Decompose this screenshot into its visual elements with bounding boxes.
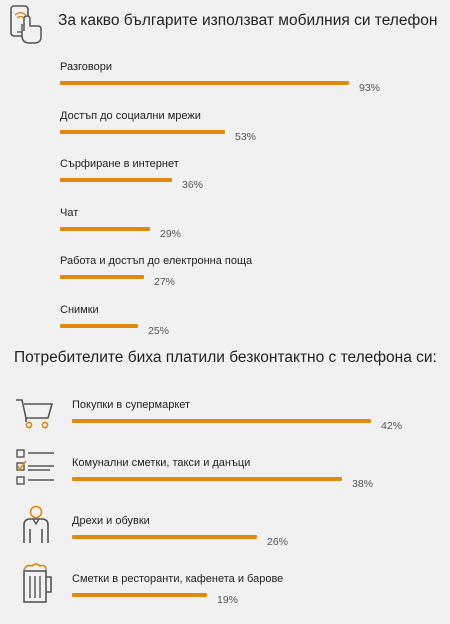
beer-mug-icon bbox=[20, 562, 54, 604]
value-label: 38% bbox=[352, 478, 374, 490]
clothing-icon bbox=[18, 505, 54, 545]
bar bbox=[60, 178, 172, 182]
category-label: Сърфиране в интернет bbox=[60, 158, 179, 170]
category-label: Снимки bbox=[60, 303, 99, 316]
bar bbox=[60, 226, 150, 231]
bar bbox=[72, 419, 371, 423]
value-label: 29% bbox=[160, 227, 182, 240]
category-label: Комунални сметки, такси и данъци bbox=[72, 457, 251, 469]
value-label: 42% bbox=[381, 420, 403, 432]
category-label: Достъп до социални мрежи bbox=[60, 109, 201, 122]
value-label: 93% bbox=[359, 82, 381, 94]
shopping-cart-icon bbox=[14, 396, 56, 430]
category-label: Чат bbox=[60, 206, 79, 219]
category-label: Работа и достъп до електронна поща bbox=[60, 255, 253, 267]
value-label: 19% bbox=[217, 594, 239, 606]
value-label: 26% bbox=[267, 536, 289, 548]
category-label: Покупки в супермаркет bbox=[72, 399, 191, 411]
bar bbox=[72, 593, 207, 597]
category-label: Сметки в ресторанти, кафенета и барове bbox=[72, 573, 284, 585]
phone-tap-icon bbox=[8, 4, 48, 46]
value-label: 25% bbox=[148, 324, 170, 337]
bar bbox=[60, 275, 144, 279]
category-label: Дрехи и обувки bbox=[72, 515, 150, 527]
value-label: 36% bbox=[182, 179, 204, 191]
bar bbox=[72, 535, 257, 539]
value-label: 27% bbox=[154, 276, 176, 288]
bar bbox=[60, 323, 138, 328]
category-label: Разговори bbox=[60, 61, 112, 73]
bar bbox=[72, 477, 342, 481]
bar bbox=[60, 81, 349, 85]
value-label: 53% bbox=[235, 130, 257, 143]
chart-title: За какво българите използват мобилния си… bbox=[58, 12, 438, 29]
bar bbox=[60, 129, 225, 134]
checklist-icon bbox=[16, 448, 56, 488]
chart-title-payments: Потребителите биха платили безконтактно … bbox=[14, 349, 437, 366]
